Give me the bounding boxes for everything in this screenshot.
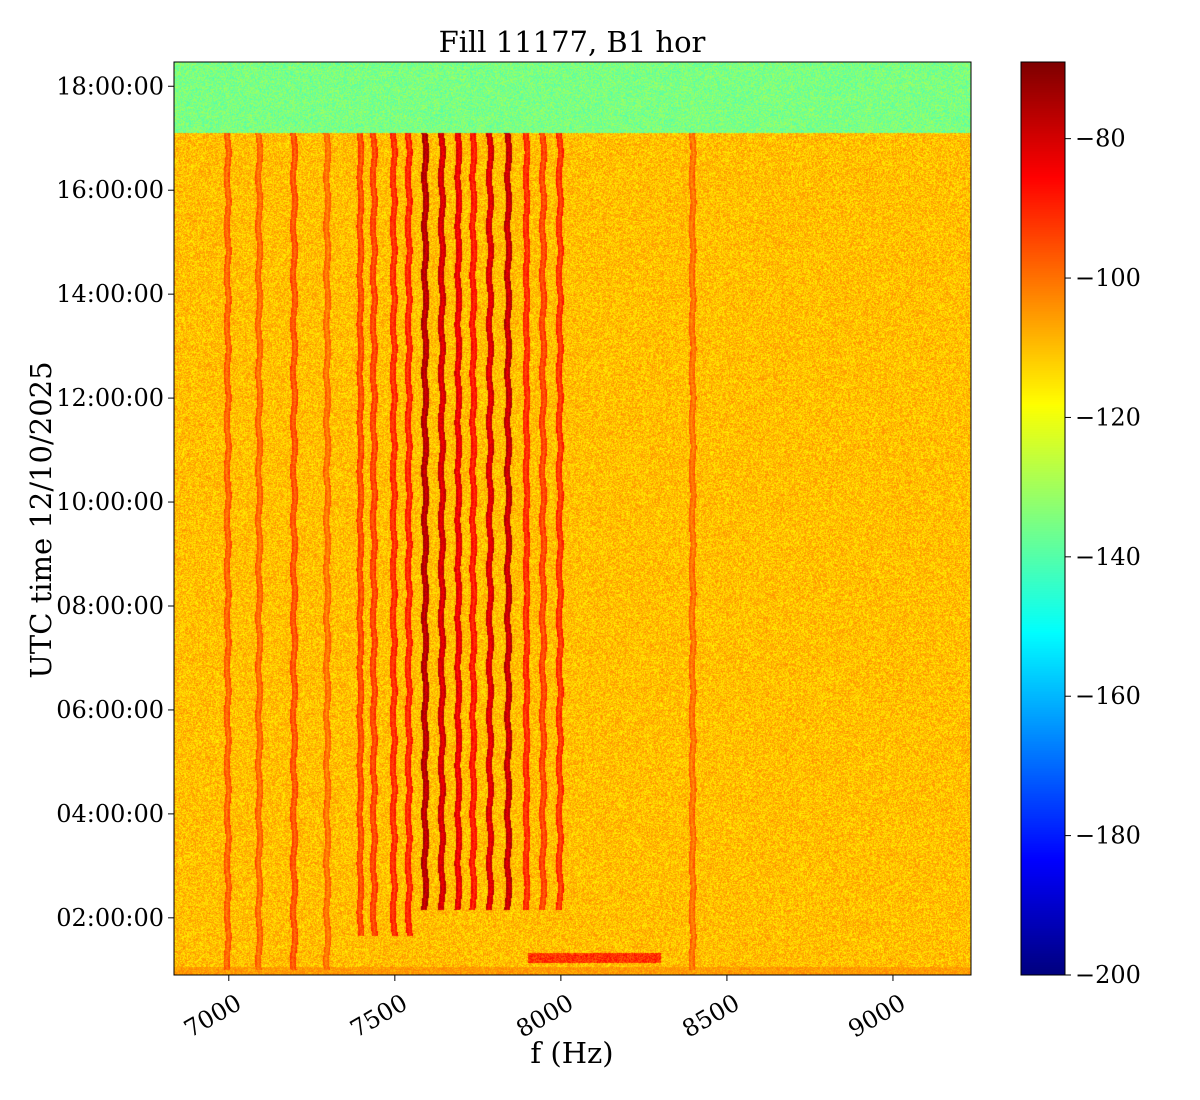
spectrogram-heatmap (174, 62, 971, 975)
y-tick-label: 10:00:00 (56, 488, 164, 516)
colorbar-tick-label: −180 (1075, 822, 1141, 850)
chart-title: Fill 11177, B1 hor (439, 25, 706, 59)
x-tick-label: 7500 (345, 988, 412, 1043)
colorbar-gradient (1021, 62, 1065, 975)
colorbar-tick-label: −140 (1075, 543, 1141, 571)
y-tick-label: 02:00:00 (56, 904, 164, 932)
x-tick-label: 9000 (843, 988, 910, 1043)
y-tick-label: 18:00:00 (56, 72, 164, 100)
colorbar-tick-label: −80 (1075, 125, 1126, 153)
y-tick-label: 04:00:00 (56, 800, 164, 828)
x-axis: 7000 7500 8000 8500 9000 (179, 975, 910, 1043)
x-tick-label: 7000 (179, 988, 246, 1043)
y-tick-label: 14:00:00 (56, 280, 164, 308)
plot-frame (173, 61, 972, 976)
colorbar-tick-label: −100 (1075, 264, 1141, 292)
x-axis-label: f (Hz) (530, 1036, 613, 1070)
colorbar-axis: −80 −100 −120 −140 −160 −180 −200 (1065, 125, 1141, 989)
y-axis: 02:00:00 04:00:00 06:00:00 08:00:00 10:00:00… (56, 72, 174, 932)
x-tick-label: 8500 (677, 988, 744, 1043)
y-tick-label: 12:00:00 (56, 384, 164, 412)
colorbar-tick-label: −200 (1075, 961, 1141, 989)
y-tick-label: 08:00:00 (56, 592, 164, 620)
colorbar-tick-label: −120 (1075, 403, 1141, 431)
y-tick-label: 06:00:00 (56, 696, 164, 724)
colorbar-frame (1020, 61, 1066, 976)
colorbar-tick-label: −160 (1075, 682, 1141, 710)
y-axis-label: UTC time 12/10/2025 (24, 361, 58, 678)
y-tick-label: 16:00:00 (56, 176, 164, 204)
